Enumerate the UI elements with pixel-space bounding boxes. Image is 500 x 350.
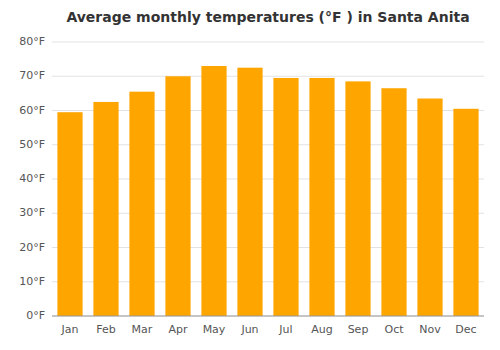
bar bbox=[165, 76, 190, 316]
grid-line bbox=[52, 42, 484, 43]
bar bbox=[57, 112, 82, 316]
x-axis-line bbox=[52, 316, 484, 317]
y-tick-label: 0°F bbox=[26, 309, 45, 322]
chart-container: Average monthly temperatures (°F ) in Sa… bbox=[0, 0, 500, 350]
bar bbox=[417, 99, 442, 316]
y-tick-label: 60°F bbox=[19, 104, 45, 117]
chart: Average monthly temperatures (°F ) in Sa… bbox=[0, 0, 500, 350]
title: Average monthly temperatures (°F ) in Sa… bbox=[66, 9, 469, 25]
y-grid bbox=[52, 42, 484, 316]
y-tick-label: 20°F bbox=[19, 241, 45, 254]
bar bbox=[453, 109, 478, 316]
x-tick-label: Aug bbox=[311, 323, 332, 336]
bar bbox=[273, 78, 298, 316]
y-tick-label: 10°F bbox=[19, 275, 45, 288]
y-tick-label: 40°F bbox=[19, 172, 45, 185]
x-axis: Jan Feb Mar Apr May Jun Jul Aug Sep Oct Nov Dec bbox=[61, 323, 477, 336]
x-tick-label: May bbox=[203, 323, 226, 336]
x-tick-label: Jul bbox=[278, 323, 292, 336]
bar bbox=[201, 66, 226, 316]
bar bbox=[93, 102, 118, 316]
x-tick-label: Jan bbox=[61, 323, 79, 336]
y-tick-label: 80°F bbox=[19, 35, 45, 48]
x-tick-label: Apr bbox=[168, 323, 188, 336]
x-tick-label: Jun bbox=[240, 323, 258, 336]
bar bbox=[381, 88, 406, 316]
bar bbox=[345, 81, 370, 316]
x-tick-label: Dec bbox=[455, 323, 476, 336]
y-axis: 0°F 10°F 20°F 30°F 40°F 50°F 60°F 70°F 80°F bbox=[19, 35, 45, 322]
x-tick-label: Nov bbox=[419, 323, 441, 336]
x-tick-label: Oct bbox=[384, 323, 404, 336]
x-tick-label: Sep bbox=[348, 323, 369, 336]
y-tick-label: 30°F bbox=[19, 206, 45, 219]
x-tick-label: Feb bbox=[96, 323, 115, 336]
bar bbox=[129, 92, 154, 316]
y-tick-label: 70°F bbox=[19, 69, 45, 82]
x-tick-label: Mar bbox=[132, 323, 153, 336]
grid-line bbox=[52, 316, 484, 317]
grid-line bbox=[52, 76, 484, 77]
bar bbox=[309, 78, 334, 316]
y-tick-label: 50°F bbox=[19, 138, 45, 151]
bar bbox=[237, 68, 262, 316]
bars bbox=[57, 66, 478, 316]
